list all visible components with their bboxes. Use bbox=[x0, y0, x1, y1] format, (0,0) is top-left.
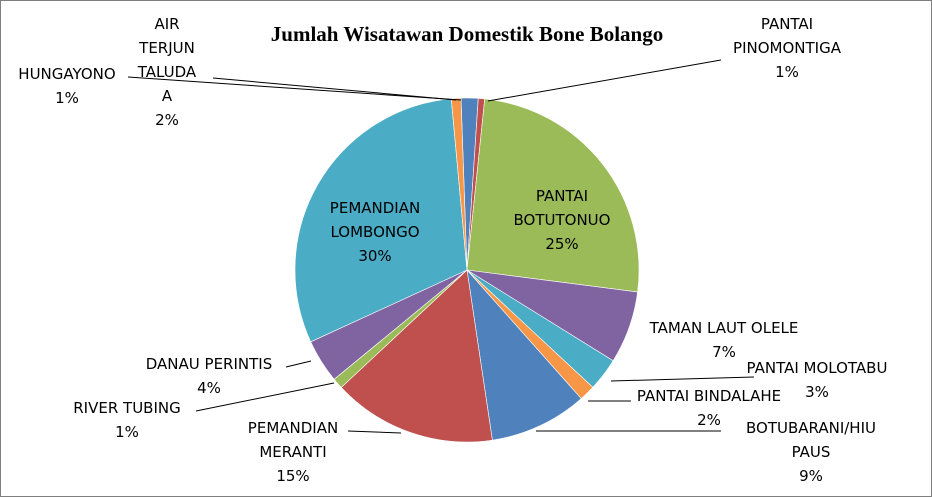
slice-label-taman-laut-olele: TAMAN LAUT OLELE 7% bbox=[649, 319, 799, 361]
leader-lines bbox=[127, 59, 755, 434]
leader-line bbox=[212, 77, 457, 101]
slice-label-air-terjun-taludaa: AIR TERJUN TALUDA A 2% bbox=[137, 15, 197, 129]
pie-slices bbox=[294, 97, 640, 443]
leader-line bbox=[195, 382, 335, 412]
slice-label-pemandian-meranti: PEMANDIAN MERANTI 15% bbox=[248, 419, 338, 485]
slice-label-river-tubing: RIVER TUBING 1% bbox=[73, 399, 180, 441]
slice-label-danau-perintis: DANAU PERINTIS 4% bbox=[146, 355, 272, 397]
pie-slice-pemandian-lombongo bbox=[294, 98, 468, 343]
slice-label-pantai-bindalahe: PANTAI BINDALAHE 2% bbox=[637, 387, 781, 429]
slice-label-botubarani-hiu-paus: BOTUBARANI/HIU PAUS 9% bbox=[746, 419, 876, 485]
slice-labels: AIR TERJUN TALUDA A 2% PANTAI PINOMONTIGA 1% PAN… bbox=[18, 15, 887, 485]
slice-label-pantai-pinomontiga: PANTAI PINOMONTIGA 1% bbox=[733, 15, 842, 81]
slice-label-pantai-molotabu: PANTAI MOLOTABU 3% bbox=[747, 359, 888, 401]
chart-title: Jumlah Wisatawan Domestik Bone Bolango bbox=[271, 22, 663, 46]
leader-line bbox=[127, 76, 462, 101]
slice-label-pemandian-lombongo: PEMANDIAN LOMBONGO 30% bbox=[330, 199, 420, 265]
leader-line bbox=[347, 430, 402, 434]
leader-line bbox=[487, 59, 722, 102]
pie-slice-botubarani-hiu-paus bbox=[466, 269, 582, 441]
leader-line bbox=[285, 360, 312, 368]
pie-slice-pemandian-meranti bbox=[340, 269, 493, 443]
slice-label-hungayono: HUNGAYONO 1% bbox=[18, 65, 115, 107]
pie-slice-pantai-botutonuo bbox=[466, 98, 640, 293]
leader-line bbox=[610, 376, 755, 382]
pie-slice-hungayono bbox=[450, 97, 468, 271]
slice-label-pantai-botutonuo: PANTAI BOTUTONUO 25% bbox=[514, 187, 611, 253]
